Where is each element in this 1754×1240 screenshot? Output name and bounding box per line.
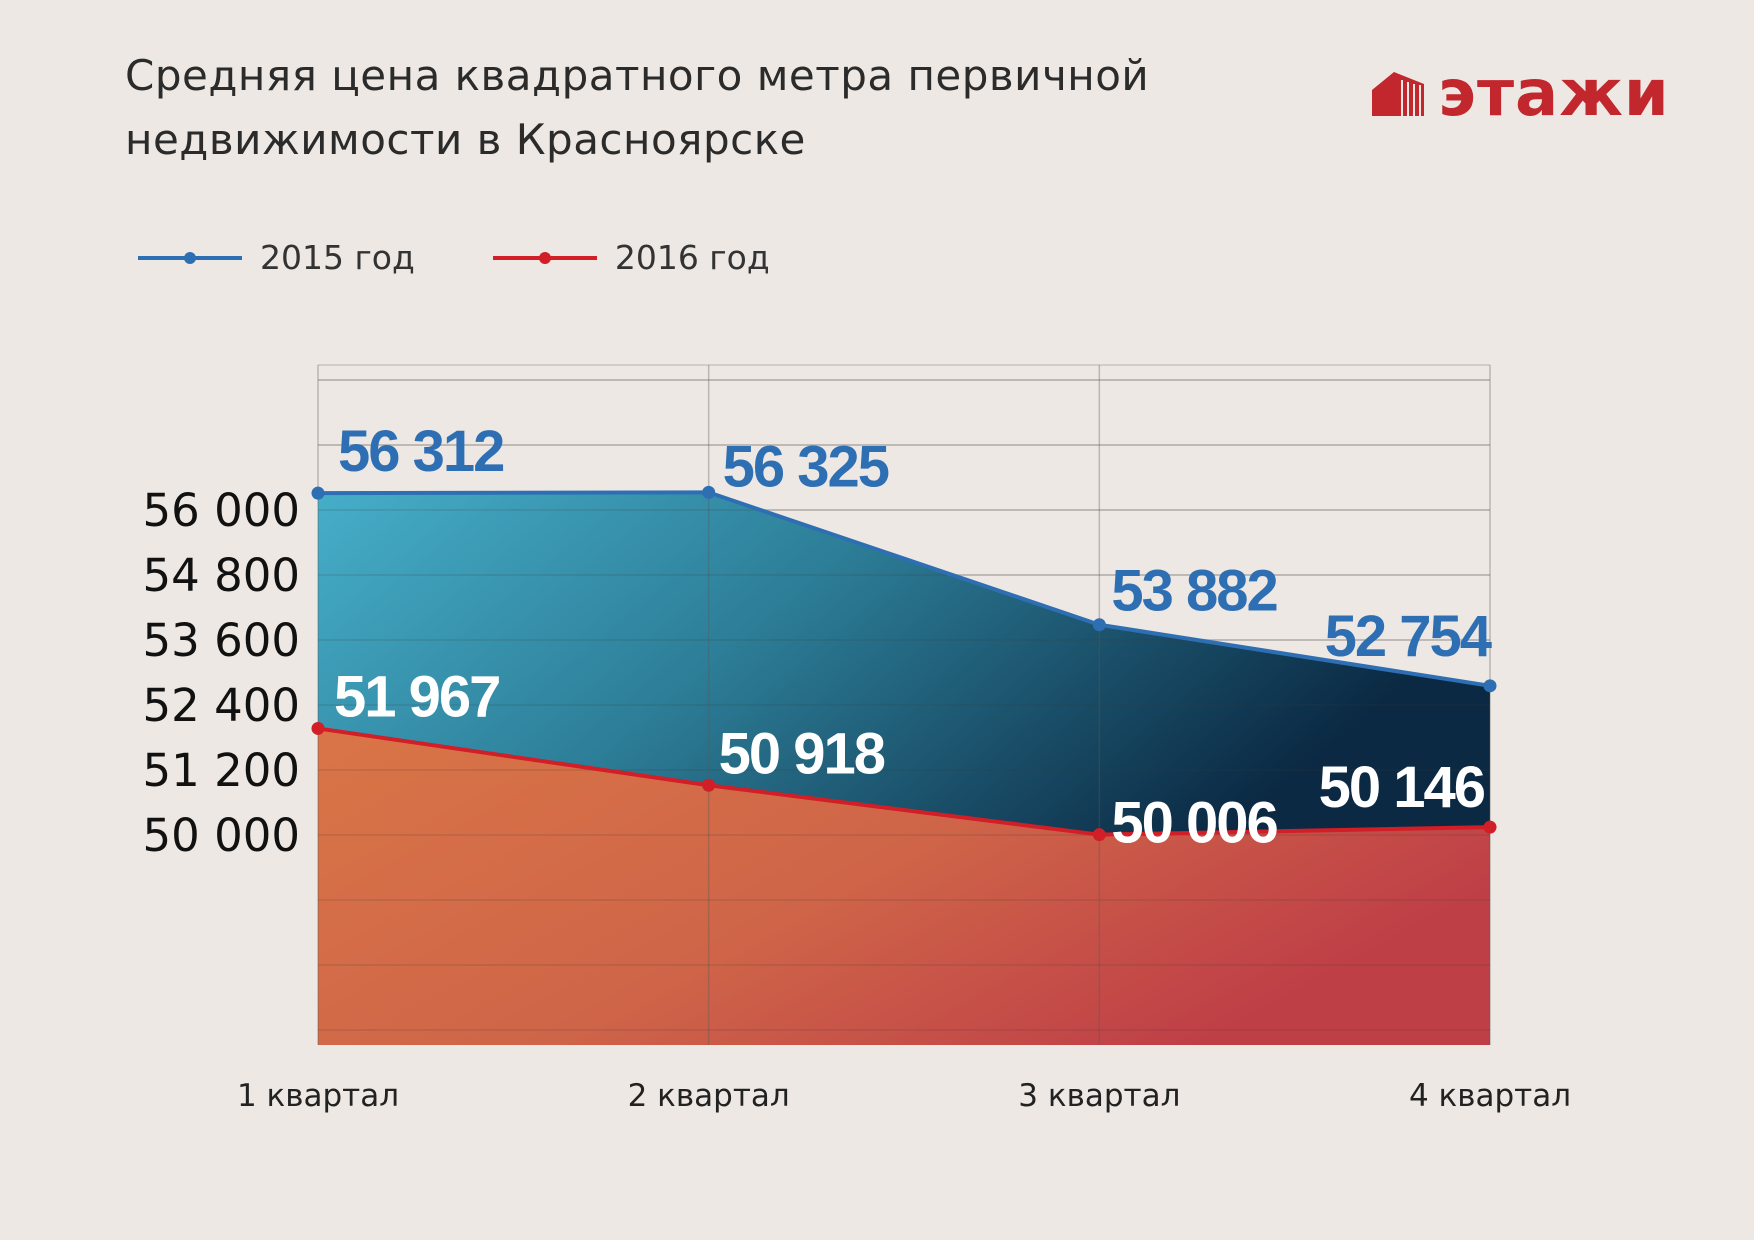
y-tick-label: 51 200	[143, 744, 300, 797]
point-2016	[702, 778, 716, 792]
data-label-2015: 52 754	[1325, 604, 1492, 669]
legend-item-2015: 2015 год	[138, 238, 415, 277]
legend-label-2015: 2015 год	[260, 238, 415, 277]
legend-swatch-2015	[138, 251, 242, 264]
y-axis: 56 000 54 800 53 600 52 400 51 200 50 000	[143, 484, 300, 862]
x-tick-label: 4 квартал	[1409, 1078, 1571, 1114]
data-label-2015: 56 325	[723, 434, 889, 499]
point-2015	[702, 485, 716, 499]
legend-item-2016: 2016 год	[492, 238, 770, 277]
area-2015	[318, 492, 1490, 835]
point-2016	[1092, 828, 1106, 842]
point-2016	[311, 721, 325, 735]
y-tick-label: 52 400	[143, 679, 300, 732]
point-2015	[311, 486, 325, 500]
y-tick-label: 54 800	[143, 549, 300, 602]
chart-areas	[318, 379, 1490, 1045]
area-2016	[318, 728, 1490, 1045]
point-2015	[1483, 679, 1497, 693]
brand-logo: этажи	[1372, 62, 1670, 126]
point-2015	[1092, 618, 1106, 632]
data-label-2015: 56 312	[338, 419, 503, 484]
x-axis: 1 квартал 2 квартал 3 квартал 4 квартал	[237, 1078, 1571, 1114]
series-line-2016	[317, 726, 1491, 837]
legend-label-2016: 2016 год	[614, 238, 770, 277]
data-label-2016: 50 006	[1111, 791, 1277, 856]
legend-swatch-2016	[492, 251, 597, 264]
legend: 2015 год 2016 год	[138, 238, 848, 277]
x-tick-label: 1 квартал	[237, 1078, 399, 1114]
building-icon	[1372, 72, 1424, 116]
data-label-2016: 51 967	[334, 664, 499, 729]
data-labels: 56 312 56 325 53 882 52 754 51 967 50 918 50 0…	[334, 419, 1494, 856]
y-tick-label: 53 600	[143, 614, 300, 667]
data-label-2016: 50 146	[1319, 755, 1485, 820]
title-line-2: недвижимости в Красноярске	[125, 115, 806, 164]
chart-vgrid	[317, 365, 1491, 1045]
chart-title: Средняя цена квадратного метра первичной…	[125, 44, 1275, 172]
title-line-1: Средняя цена квадратного метра первичной	[125, 51, 1150, 100]
chart-lines	[311, 485, 1497, 842]
data-label-2016: 50 918	[719, 721, 885, 786]
y-tick-label: 56 000	[143, 484, 300, 537]
logo-text: этажи	[1438, 57, 1670, 131]
y-tick-label: 50 000	[143, 809, 300, 862]
data-label-2015: 53 882	[1111, 559, 1276, 624]
series-line-2015	[317, 490, 1491, 688]
x-tick-label: 2 квартал	[628, 1078, 790, 1114]
point-2016	[1483, 820, 1497, 834]
x-tick-label: 3 квартал	[1018, 1078, 1180, 1114]
